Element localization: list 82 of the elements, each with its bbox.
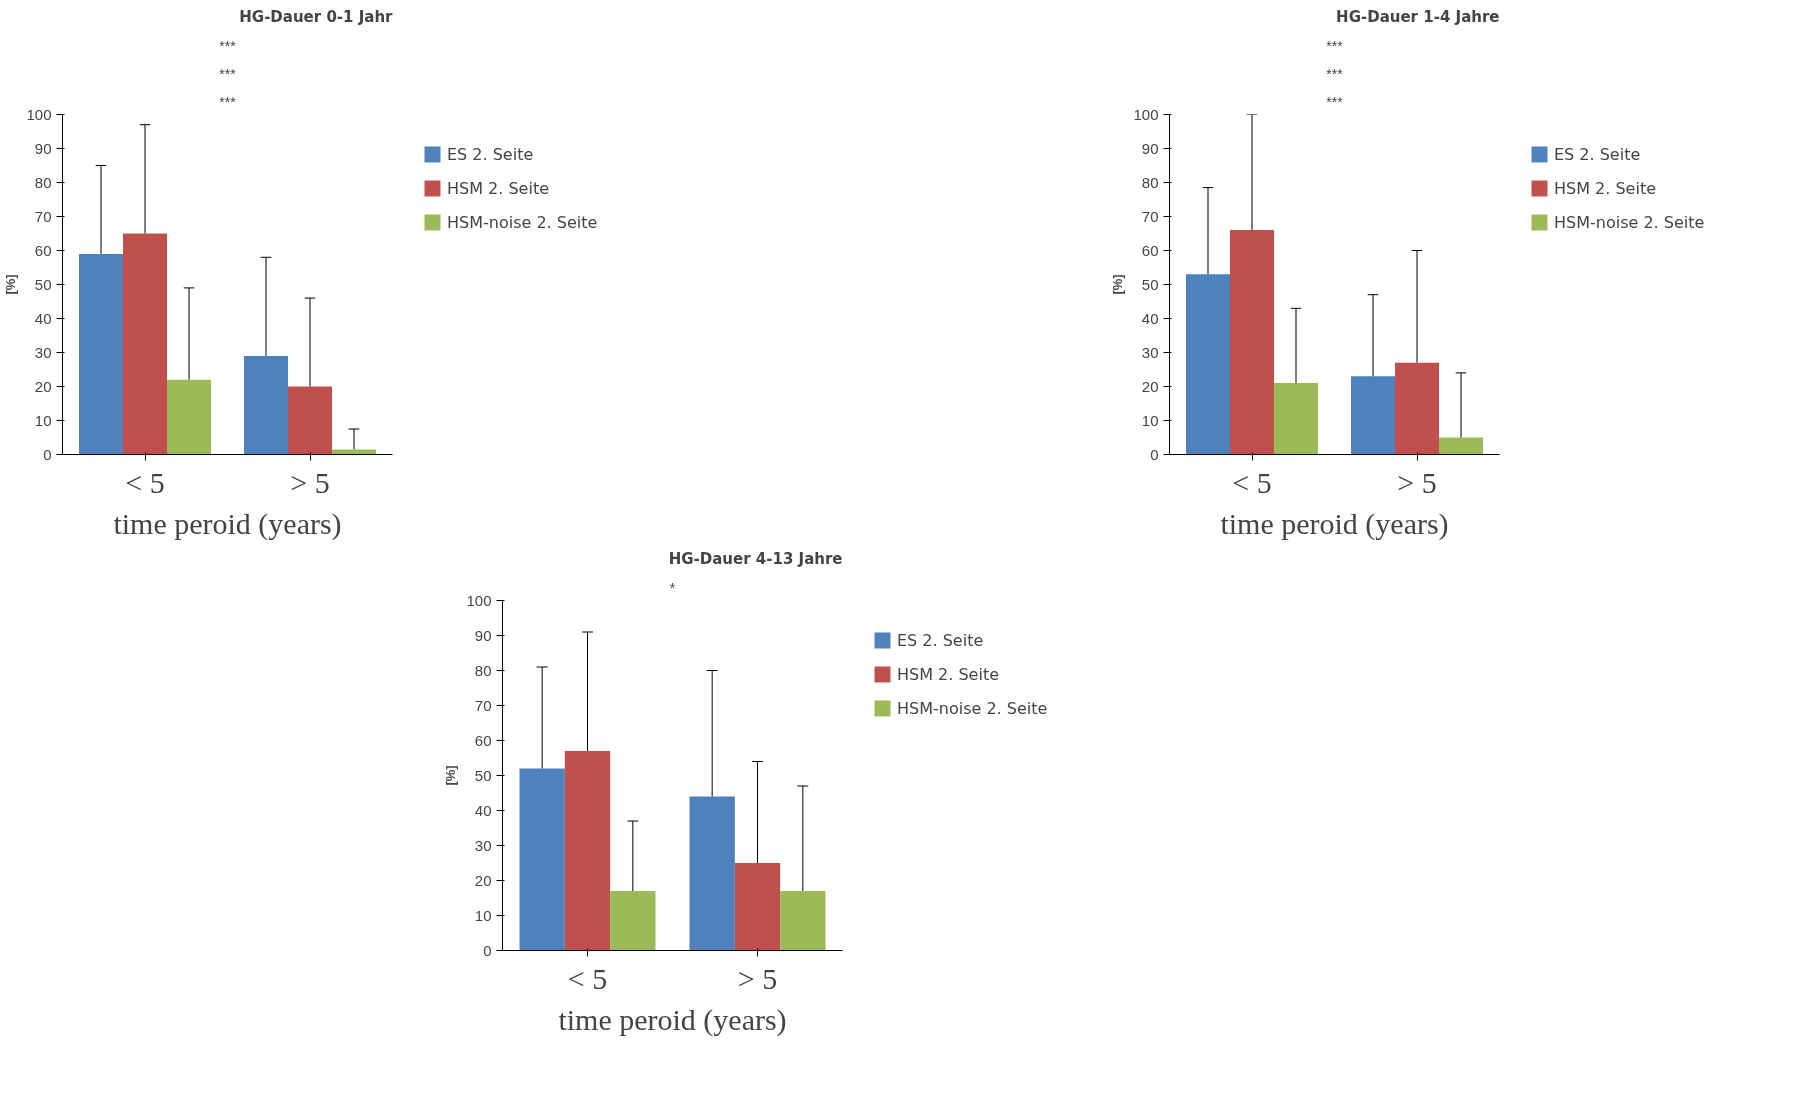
legend-label: HSM-noise 2. Seite [447,212,598,232]
bar [167,379,211,455]
y-axis-title: [%] [3,274,19,295]
y-axis-title: [%] [443,765,459,786]
text: * [669,579,676,596]
y-tick-label: 100 [466,591,492,609]
x-axis-title: time peroid (years) [558,1002,787,1037]
bar [519,768,565,951]
y-tick-label: 80 [1141,173,1159,191]
bar [1274,383,1318,455]
text: *** [1326,93,1344,110]
y-tick-label: 60 [1141,241,1159,259]
y-tick-label: 0 [43,445,52,463]
legend-label: ES 2. Seite [447,144,534,164]
chart-title: HG-Dauer 1-4 Jahre [1336,7,1500,26]
bar [1395,362,1439,455]
y-tick-label: 10 [34,411,52,429]
x-axis-title: time peroid (years) [113,506,342,541]
bar [564,751,611,951]
bar [123,233,167,455]
bar [288,386,332,455]
legend-label: HSM 2. Seite [1554,178,1656,198]
y-tick-label: 50 [474,766,492,784]
legend-label: HSM 2. Seite [897,664,999,684]
y-tick-label: 10 [1141,411,1159,429]
y-tick-label: 20 [34,377,52,395]
y-tick-label: 20 [1141,377,1159,395]
text: *** [219,65,237,82]
x-tick-label: > 5 [1397,465,1437,499]
y-tick-label: 40 [34,309,52,327]
y-tick-label: 50 [34,275,52,293]
text: *** [219,93,237,110]
chart-title: HG-Dauer 0-1 Jahr [239,7,394,26]
y-tick-label: 10 [474,906,492,924]
text: *** [219,37,237,54]
bar [1351,376,1395,455]
y-tick-label: 50 [1141,275,1159,293]
x-tick-label: > 5 [290,465,330,499]
y-tick-label: 70 [474,696,492,714]
bar [610,891,656,951]
x-tick-label: < 5 [567,961,608,995]
y-tick-label: 90 [474,626,492,644]
y-tick-label: 70 [1141,207,1159,225]
bar [780,891,826,951]
y-tick-label: 30 [34,343,52,361]
x-axis-title: time peroid (years) [1220,506,1449,541]
bar [689,796,735,951]
legend-label: HSM-noise 2. Seite [897,698,1048,718]
y-tick-label: 0 [483,941,492,959]
y-tick-label: 30 [1141,343,1159,361]
legend-label: ES 2. Seite [1554,144,1641,164]
chart-title: HG-Dauer 4-13 Jahre [668,549,843,568]
y-axis-title: [%] [1110,274,1126,295]
y-tick-label: 40 [474,801,492,819]
y-tick-label: 90 [34,139,52,157]
y-tick-label: 100 [1133,105,1159,123]
bar [734,863,781,951]
x-tick-label: > 5 [737,961,778,995]
y-tick-label: 30 [474,836,492,854]
bar [1439,437,1483,455]
text: *** [1326,37,1344,54]
bar [332,449,376,455]
bar [1230,230,1274,455]
x-tick-label: < 5 [1232,465,1272,499]
y-tick-label: 100 [26,105,52,123]
x-tick-label: < 5 [125,465,165,499]
y-tick-label: 80 [474,661,492,679]
legend-label: ES 2. Seite [897,630,984,650]
y-tick-label: 90 [1141,139,1159,157]
y-tick-label: 60 [474,731,492,749]
y-tick-label: 60 [34,241,52,259]
y-tick-label: 0 [1150,445,1159,463]
bar [79,253,123,455]
legend-label: HSM 2. Seite [447,178,549,198]
text: *** [1326,65,1344,82]
y-tick-label: 70 [34,207,52,225]
bar [1186,274,1230,455]
y-tick-label: 40 [1141,309,1159,327]
legend-label: HSM-noise 2. Seite [1554,212,1705,232]
y-tick-label: 80 [34,173,52,191]
bar [244,355,288,455]
y-tick-label: 20 [474,871,492,889]
